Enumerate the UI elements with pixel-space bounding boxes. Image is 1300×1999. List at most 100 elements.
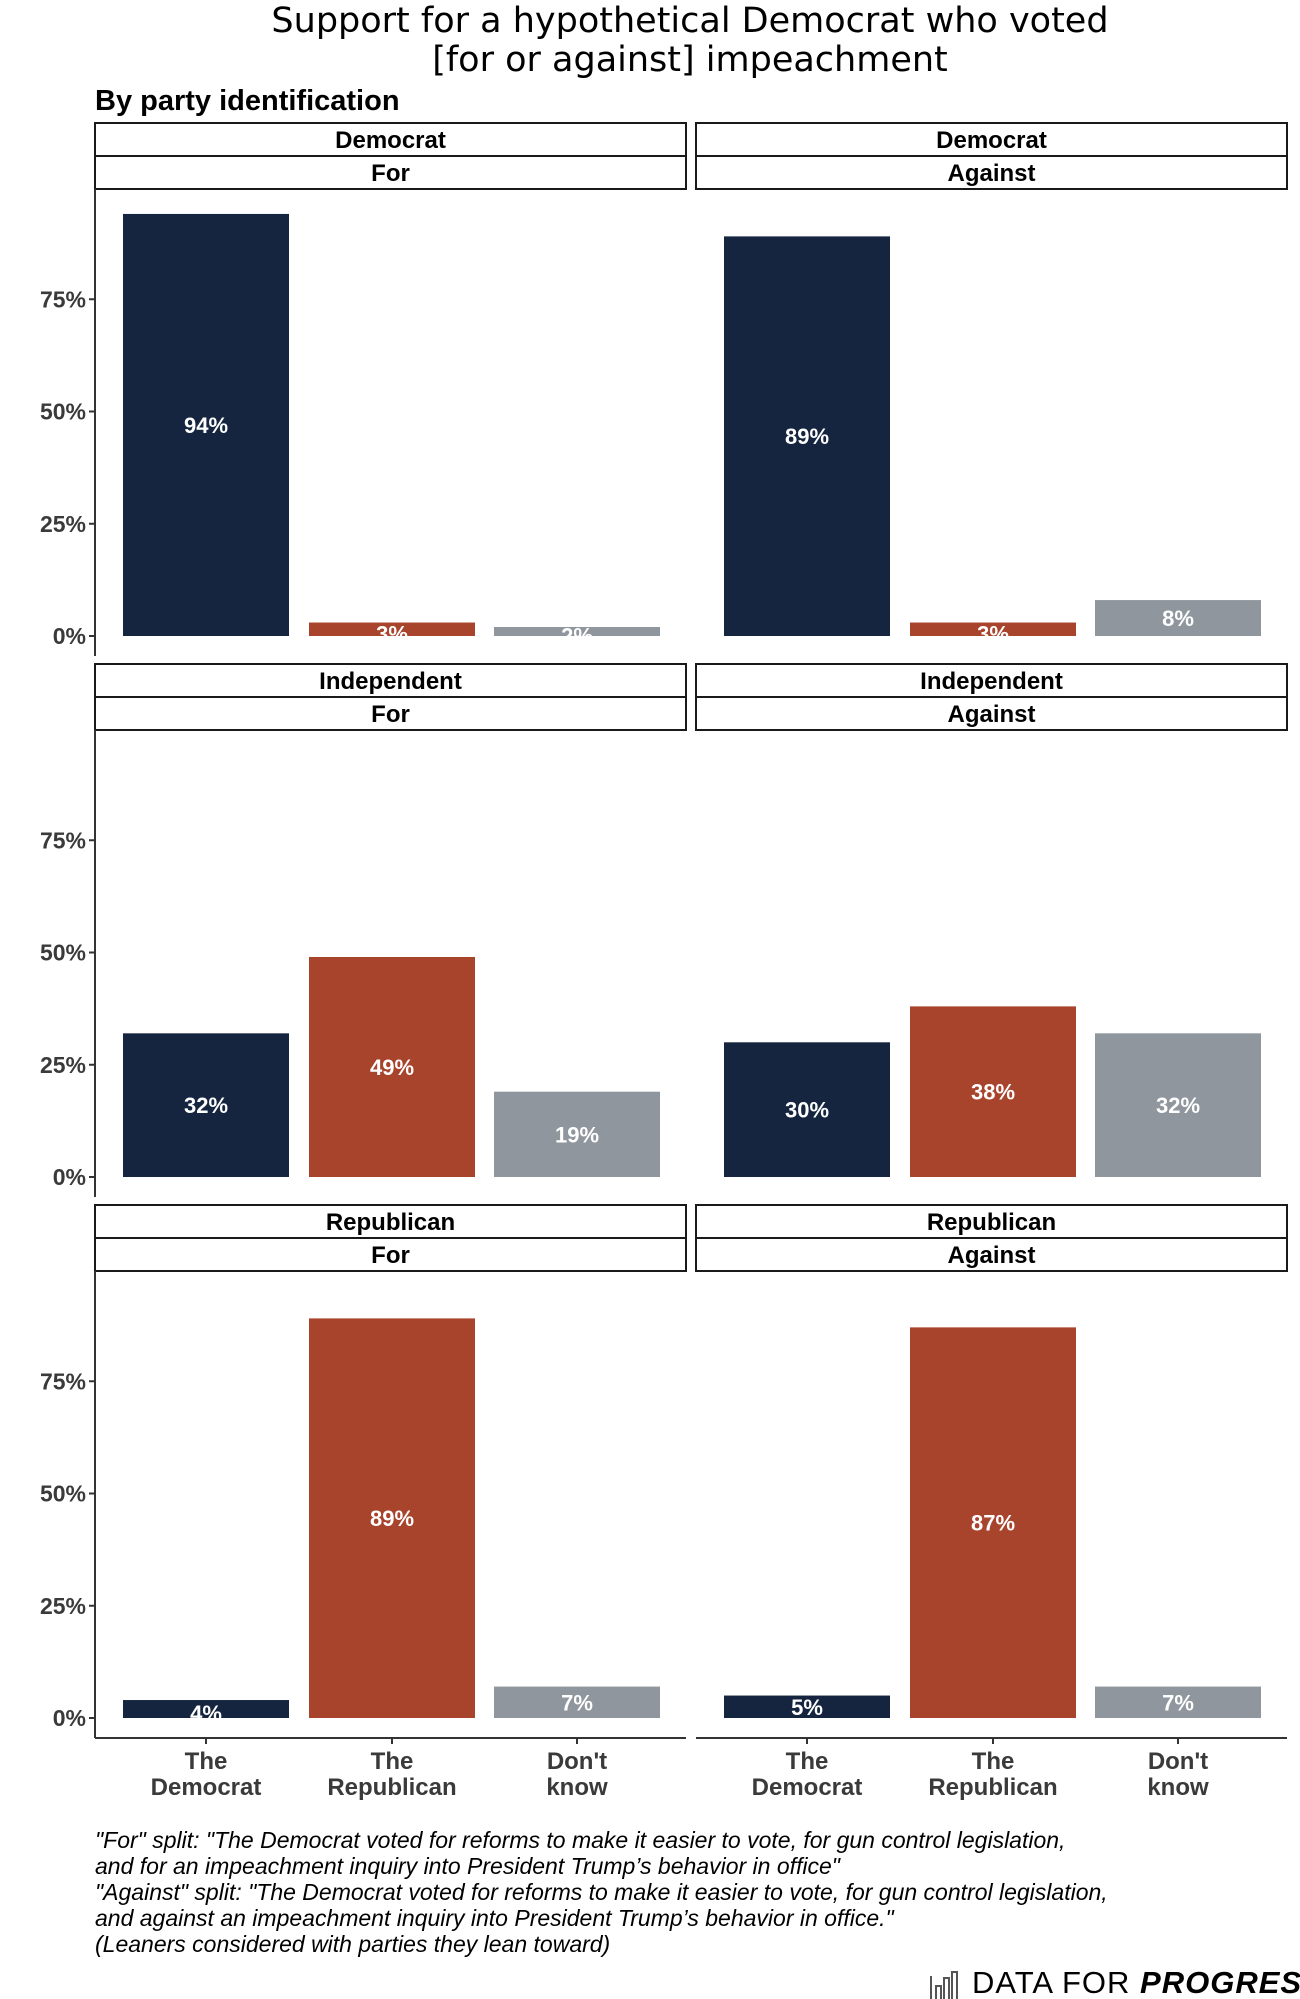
bar: [910, 1006, 1076, 1177]
y-tick-label: 0%: [53, 1705, 86, 1731]
bar-value-label: 3%: [977, 621, 1009, 646]
strip-row-box: [695, 1204, 1288, 1239]
chart-title-line: Support for a hypothetical Democrat who …: [271, 1, 1108, 41]
y-tick-label: 0%: [53, 623, 86, 649]
caption-line: and for an impeachment inquiry into Pres…: [95, 1853, 842, 1879]
facet-panel: RepublicanAgainst5%TheDemocrat87%TheRepu…: [695, 1204, 1288, 1801]
bar: [123, 213, 289, 636]
y-tick-label: 75%: [40, 1368, 86, 1394]
caption-line: and against an impeachment inquiry into …: [95, 1905, 896, 1931]
bar-value-label: 49%: [370, 1055, 414, 1080]
bar: [1095, 600, 1261, 636]
bar: [1095, 1033, 1261, 1177]
strip-row-box: [94, 1204, 687, 1239]
facet-panels: Democrat For 0% 25% 50% 75% 94% 3% 2% Democrat Aga…: [40, 122, 1288, 1801]
bar-value-label: 32%: [184, 1093, 228, 1118]
brand-logo: DATA FOR PROGRESS: [930, 1965, 1300, 1999]
bar-value-label: 4%: [190, 1701, 222, 1726]
bar-value-label: 38%: [971, 1080, 1015, 1105]
bar-value-label: 89%: [370, 1506, 414, 1531]
strip-row-box: [695, 663, 1288, 698]
strip-col-label: Against: [947, 160, 1035, 187]
strip-row-box: [94, 122, 687, 157]
y-tick-label: 25%: [40, 1052, 86, 1078]
brand-text: DATA FOR: [972, 1965, 1140, 1999]
strip-row-box: [94, 663, 687, 698]
bar: [123, 1700, 289, 1718]
bar: [724, 1695, 890, 1718]
bar: [910, 1327, 1076, 1718]
bar: [494, 1091, 660, 1177]
y-tick-label: 75%: [40, 286, 86, 312]
strip-col-box: [94, 1237, 687, 1272]
chart-subtitle: By party identification: [95, 85, 400, 117]
strip-col-box: [94, 696, 687, 731]
bar-value-label: 30%: [785, 1098, 829, 1123]
strip-col-label: Against: [947, 701, 1035, 728]
bar: [309, 1318, 475, 1718]
facet-panel: Democrat For 0% 25% 50% 75% 94% 3% 2%: [40, 122, 687, 656]
y-tick-label: 50%: [40, 1481, 86, 1507]
bar-value-label: 19%: [555, 1122, 599, 1147]
facet-panel: RepublicanFor0%25%50%75%4%TheDemocrat89%…: [40, 1204, 687, 1801]
bar-chart-logo-icon: [930, 1971, 958, 1999]
svg-text:DATA FOR PROGRESS: DATA FOR PROGRESS: [972, 1965, 1300, 1999]
caption-line: "For" split: "The Democrat voted for ref…: [95, 1827, 1065, 1853]
strip-col-box: [695, 155, 1288, 190]
bar-value-label: 32%: [1156, 1093, 1200, 1118]
strip-row-label: Republican: [927, 1209, 1056, 1236]
bar: [309, 622, 475, 636]
bar: [724, 1042, 890, 1177]
strip-row-label: Independent: [319, 668, 462, 695]
x-tick-label: know: [546, 1774, 608, 1801]
bar-value-label: 89%: [785, 424, 829, 449]
x-tick-label: Republican: [928, 1774, 1057, 1801]
bar: [123, 1033, 289, 1177]
bar: [309, 956, 475, 1177]
y-tick-label: 75%: [40, 827, 86, 853]
y-tick-label: 0%: [53, 1164, 86, 1190]
facet-panel: Democrat Against 89% 3% 8%: [695, 122, 1288, 646]
x-tick-label: The: [972, 1748, 1015, 1775]
brand-text-strong: PROGRESS: [1140, 1965, 1300, 1999]
x-tick-label: Republican: [327, 1774, 456, 1801]
strip-col-label: For: [371, 160, 410, 187]
bar-value-label: 87%: [971, 1511, 1015, 1536]
facet-panel: Independent Against 30% 38% 32%: [695, 663, 1288, 1177]
caption-line: (Leaners considered with parties they le…: [95, 1931, 610, 1957]
x-tick-label: The: [185, 1748, 228, 1775]
bar: [724, 236, 890, 636]
y-tick-label: 25%: [40, 1593, 86, 1619]
strip-col-box: [695, 1237, 1288, 1272]
strip-col-box: [695, 696, 1288, 731]
y-tick-label: 50%: [40, 940, 86, 966]
chart-title: Support for a hypothetical Democrat who …: [271, 1, 1108, 80]
bar-value-label: 2%: [561, 624, 593, 649]
x-tick-label: The: [371, 1748, 414, 1775]
y-tick-label: 50%: [40, 399, 86, 425]
strip-row-label: Republican: [326, 1209, 455, 1236]
x-tick-label: Don't: [547, 1748, 607, 1775]
bar: [910, 622, 1076, 636]
bar-value-label: 5%: [791, 1695, 823, 1720]
bar-value-label: 8%: [1162, 606, 1194, 631]
x-tick-label: The: [786, 1748, 829, 1775]
bar-value-label: 7%: [561, 1690, 593, 1715]
strip-row-label: Democrat: [936, 127, 1047, 154]
x-tick-label: Democrat: [151, 1774, 262, 1801]
strip-row-label: Independent: [920, 668, 1063, 695]
bar-value-label: 7%: [1162, 1690, 1194, 1715]
chart-title-line: [for or against] impeachment: [432, 40, 948, 80]
strip-col-box: [94, 155, 687, 190]
bar: [494, 1686, 660, 1718]
facet-panel: Independent For 0% 25% 50% 75% 32% 49% 19%: [40, 663, 687, 1197]
x-tick-label: Democrat: [752, 1774, 863, 1801]
x-tick-label: know: [1147, 1774, 1209, 1801]
strip-col-label: For: [371, 1242, 410, 1269]
bar: [494, 627, 660, 636]
caption-line: "Against" split: "The Democrat voted for…: [95, 1879, 1108, 1905]
bar: [1095, 1686, 1261, 1718]
strip-col-label: Against: [947, 1242, 1035, 1269]
chart-caption: "For" split: "The Democrat voted for ref…: [95, 1827, 1108, 1957]
